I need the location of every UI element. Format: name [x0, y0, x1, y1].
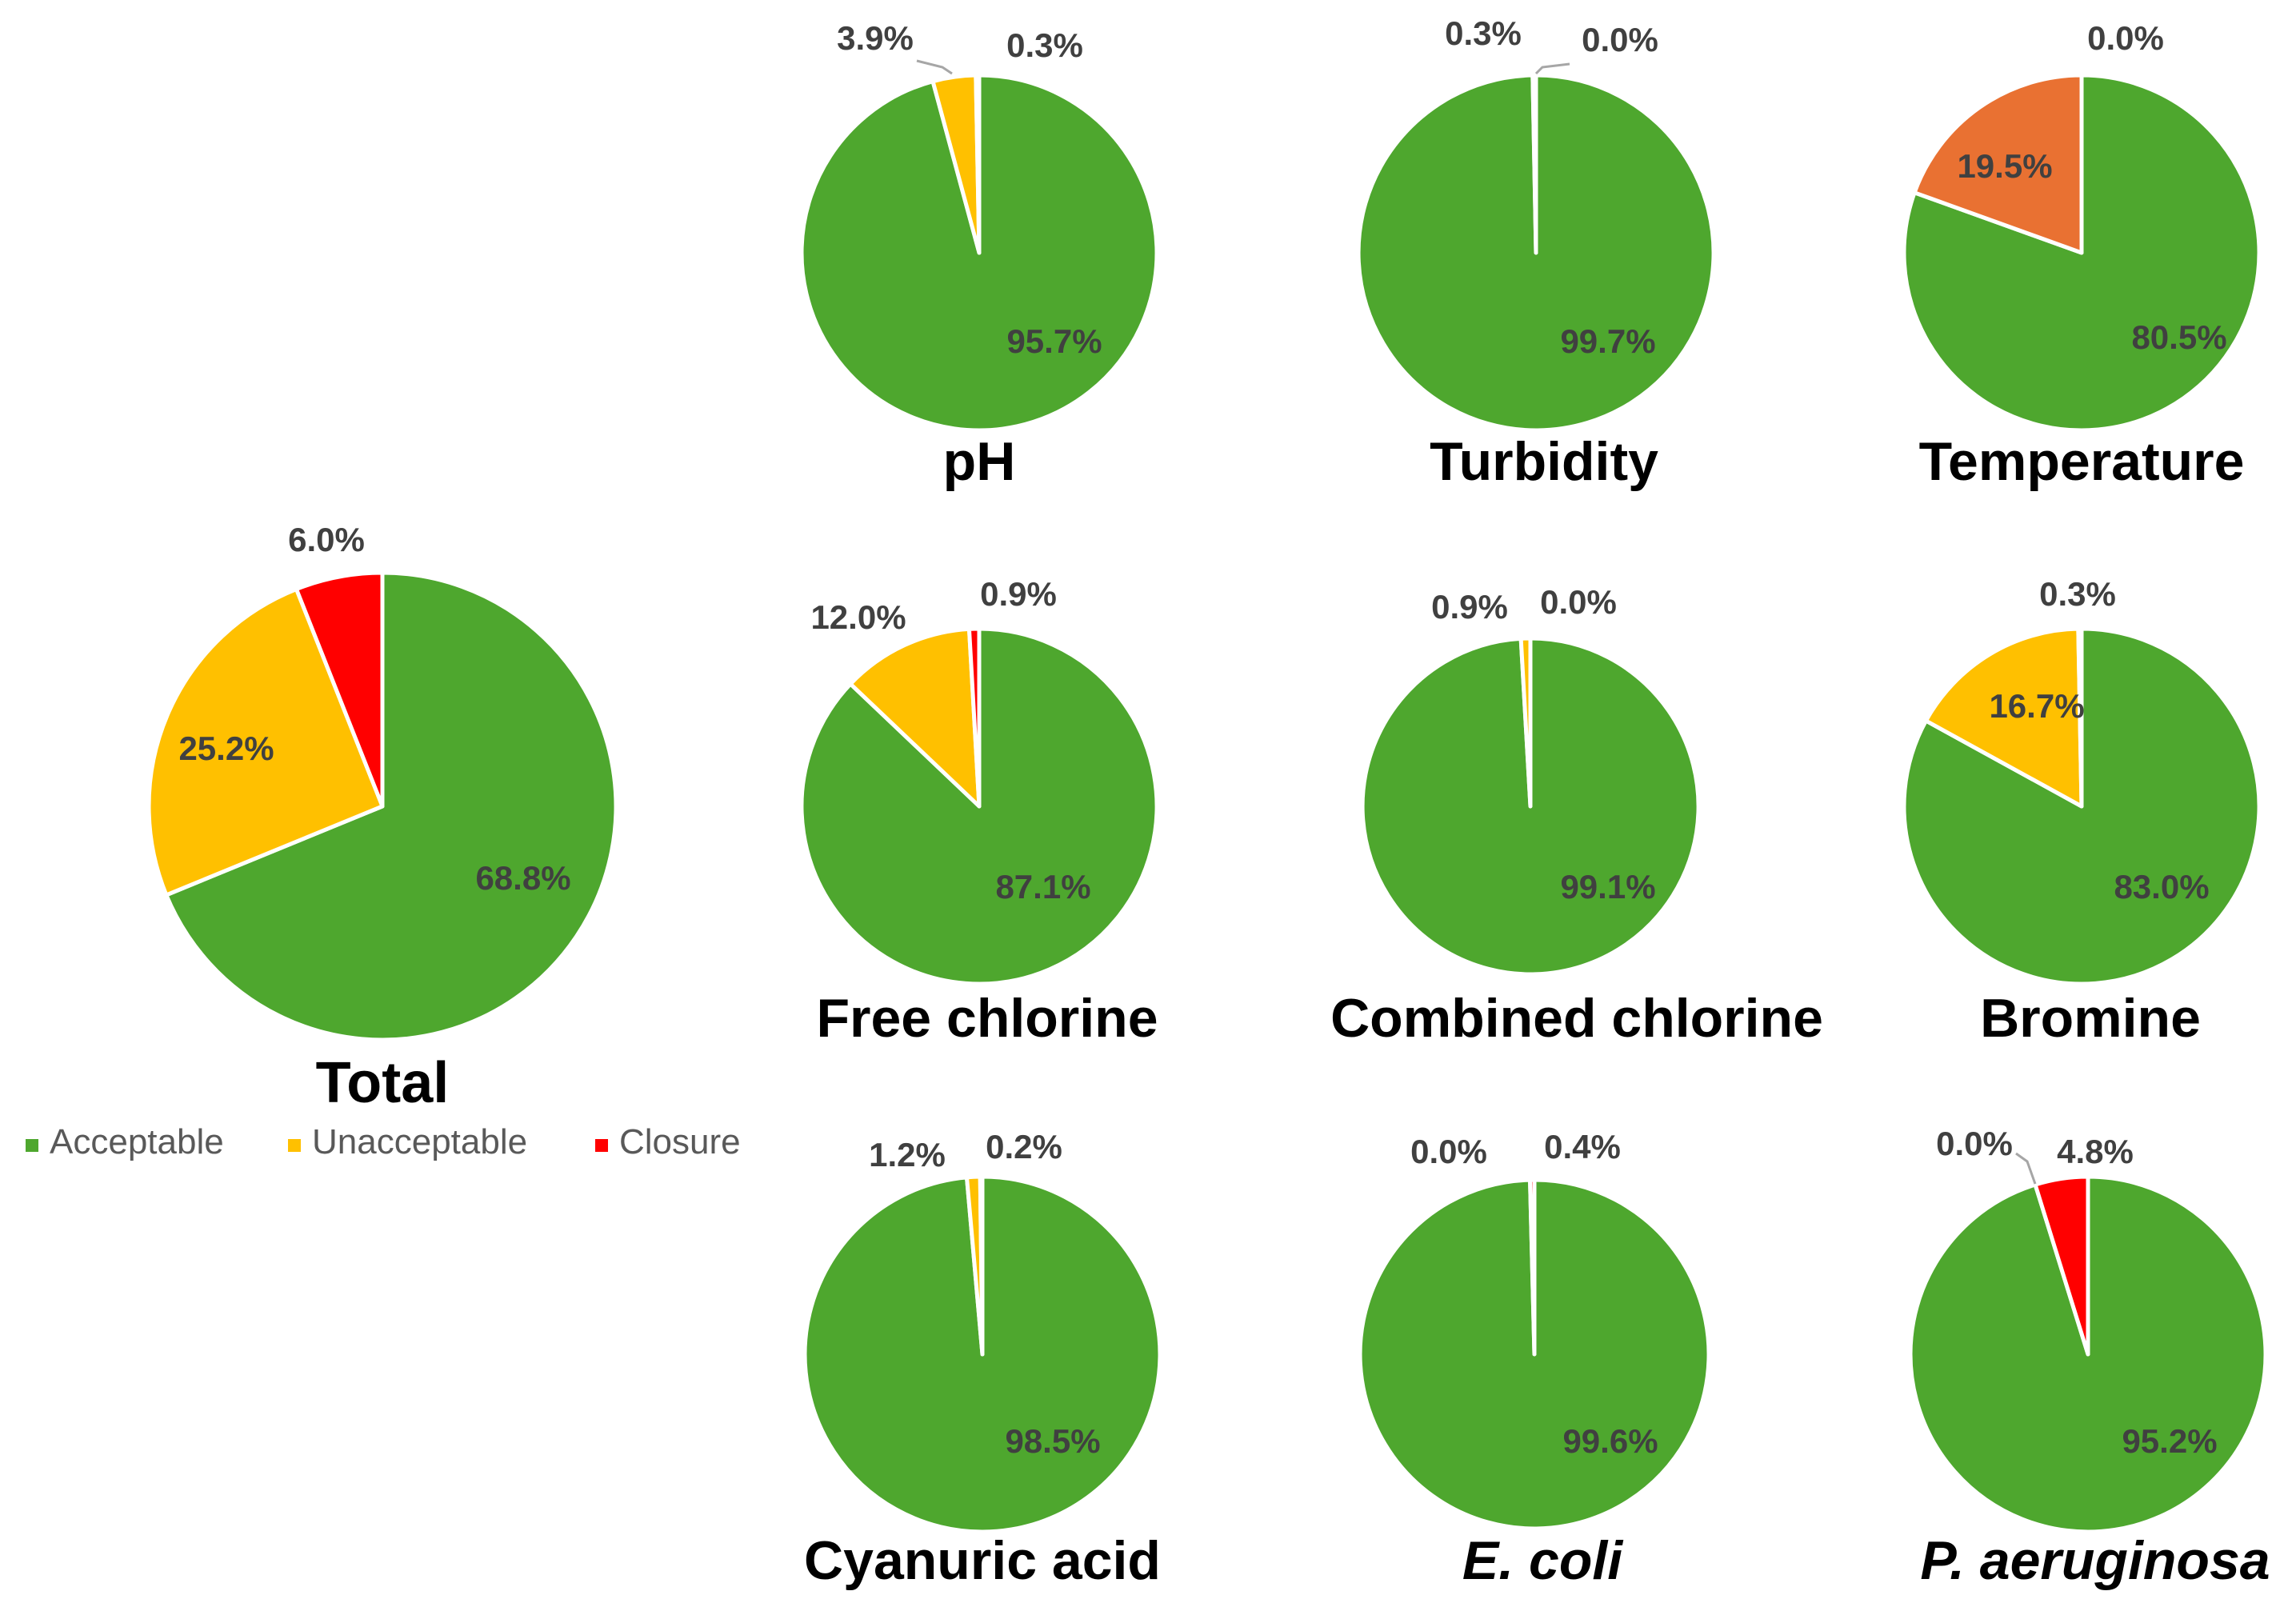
chart-title: E. coli — [1462, 1530, 1624, 1591]
data-label-unacceptable: 1.2% — [869, 1136, 946, 1173]
pie-ph: 95.7% 3.9% 0.3% pH — [799, 19, 1159, 492]
data-label-closure: 0.0% — [2087, 19, 2164, 57]
data-label-acceptable: 83.0% — [2114, 868, 2209, 905]
data-label-unacceptable: 25.2% — [178, 730, 274, 767]
pie-slice-closure — [1528, 1177, 1537, 1357]
pie-slice-unacceptable — [1923, 626, 2084, 809]
pie-slice-closure — [2076, 626, 2084, 809]
data-label-acceptable: 99.7% — [1560, 322, 1655, 360]
data-label-closure: 0.3% — [1006, 26, 1083, 64]
data-label-acceptable: 87.1% — [995, 868, 1090, 905]
data-label-acceptable: 80.5% — [2131, 318, 2226, 356]
chart-title: Combined chlorine — [1330, 988, 1823, 1049]
pie-cyanuric-acid: 98.5% 1.2% 0.2% Cyanuric acid — [802, 1128, 1162, 1591]
data-label-unacceptable: 12.0% — [810, 598, 906, 636]
chart-title: pH — [943, 431, 1016, 492]
pie-slice-closure — [974, 73, 982, 255]
data-label-closure: 0.4% — [1544, 1128, 1621, 1165]
legend-swatch-acceptable — [26, 1139, 38, 1152]
data-label-acceptable: 95.7% — [1006, 322, 1102, 360]
legend-label-closure: Closure — [619, 1122, 741, 1161]
chart-title: Turbidity — [1430, 431, 1658, 492]
data-label-acceptable: 99.6% — [1562, 1422, 1658, 1460]
data-label-unacceptable: 0.9% — [1431, 588, 1508, 626]
pie-slice-acceptable — [1902, 73, 2262, 433]
pie-free-chlorine: 87.1% 12.0% 0.9% Free chlorine — [799, 575, 1159, 1049]
pie-slice-closure — [294, 570, 385, 809]
data-label-unacceptable: 0.3% — [1445, 14, 1522, 52]
data-label-acceptable: 95.2% — [2122, 1422, 2217, 1460]
legend-swatch-closure — [595, 1139, 608, 1152]
pie-e-coli: 99.6% 0.0% 0.4% E. coli — [1358, 1128, 1711, 1591]
data-label-closure: 4.8% — [2057, 1133, 2134, 1170]
chart-title: Temperature — [1919, 431, 2245, 492]
pie-slice-unacceptable — [1518, 636, 1533, 809]
pie-slice-acceptable — [164, 570, 618, 1042]
chart-title: Total — [316, 1051, 450, 1115]
pie-slice-closure — [2033, 1174, 2090, 1357]
pie-slice-unacceptable — [146, 587, 385, 897]
data-label-acceptable: 68.8% — [475, 859, 570, 897]
data-label-closure: 0.3% — [2039, 575, 2116, 613]
data-label-closure: 6.0% — [288, 521, 365, 558]
leader-line — [2015, 1152, 2037, 1185]
pie-slice-unacceptable — [1912, 73, 2084, 255]
data-label-unacceptable: 0.0% — [1410, 1133, 1487, 1170]
pie-slice-acceptable — [1902, 626, 2262, 986]
pie-slice-unacceptable — [848, 626, 982, 809]
data-label-unacceptable: 16.7% — [1989, 687, 2084, 725]
data-label-acceptable: 98.5% — [1005, 1422, 1100, 1460]
pie-p-aeruginosa: 95.2% 0.0% 4.8% P. aeruginosa — [1908, 1125, 2270, 1591]
data-label-closure: 0.9% — [980, 575, 1057, 613]
pie-slice-closure — [978, 1174, 985, 1357]
leader-line — [1534, 62, 1570, 75]
chart-title: P. aeruginosa — [1920, 1530, 2270, 1591]
legend-swatch-unacceptable — [288, 1139, 301, 1152]
pie-combined-chlorine: 99.1% 0.9% 0.0% Combined chlorine — [1330, 583, 1823, 1049]
pie-slice-unacceptable — [1530, 73, 1538, 255]
legend: Acceptable Unacceptable Closure — [26, 1122, 741, 1161]
chart-title: Free chlorine — [816, 988, 1158, 1049]
data-label-unacceptable: 3.9% — [837, 19, 914, 57]
data-label-closure: 0.2% — [986, 1128, 1062, 1165]
data-label-acceptable: 99.1% — [1560, 868, 1655, 905]
pie-slice-closure — [966, 626, 982, 809]
legend-label-acceptable: Acceptable — [50, 1122, 224, 1161]
pie-turbidity: 99.7% 0.3% 0.0% Turbidity — [1356, 14, 1716, 492]
pie-bromine: 83.0% 16.7% 0.3% Bromine — [1902, 575, 2262, 1049]
data-label-unacceptable: 0.0% — [1936, 1125, 2013, 1162]
data-label-closure: 0.0% — [1582, 21, 1658, 58]
leader-line — [916, 59, 953, 75]
chart-title: Bromine — [1980, 988, 2201, 1049]
pie-temperature: 80.5% 19.5% 0.0% Temperature — [1902, 19, 2262, 492]
data-label-closure: 0.0% — [1540, 583, 1617, 621]
chart-title: Cyanuric acid — [804, 1530, 1161, 1591]
data-label-unacceptable: 19.5% — [1957, 147, 2052, 185]
pie-total: 68.8% 25.2% 6.0% Total — [146, 521, 618, 1115]
legend-label-unacceptable: Unacceptable — [312, 1122, 527, 1161]
